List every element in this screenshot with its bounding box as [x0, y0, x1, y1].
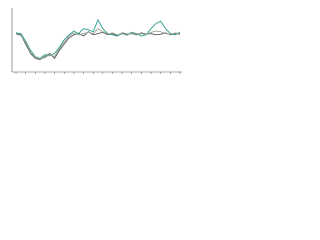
series-line [15, 31, 181, 61]
chart [11, 8, 182, 74]
page: {"chart_data": {"type": "line", "categor… [0, 0, 320, 88]
series-line [15, 18, 181, 59]
series-line [15, 28, 181, 60]
